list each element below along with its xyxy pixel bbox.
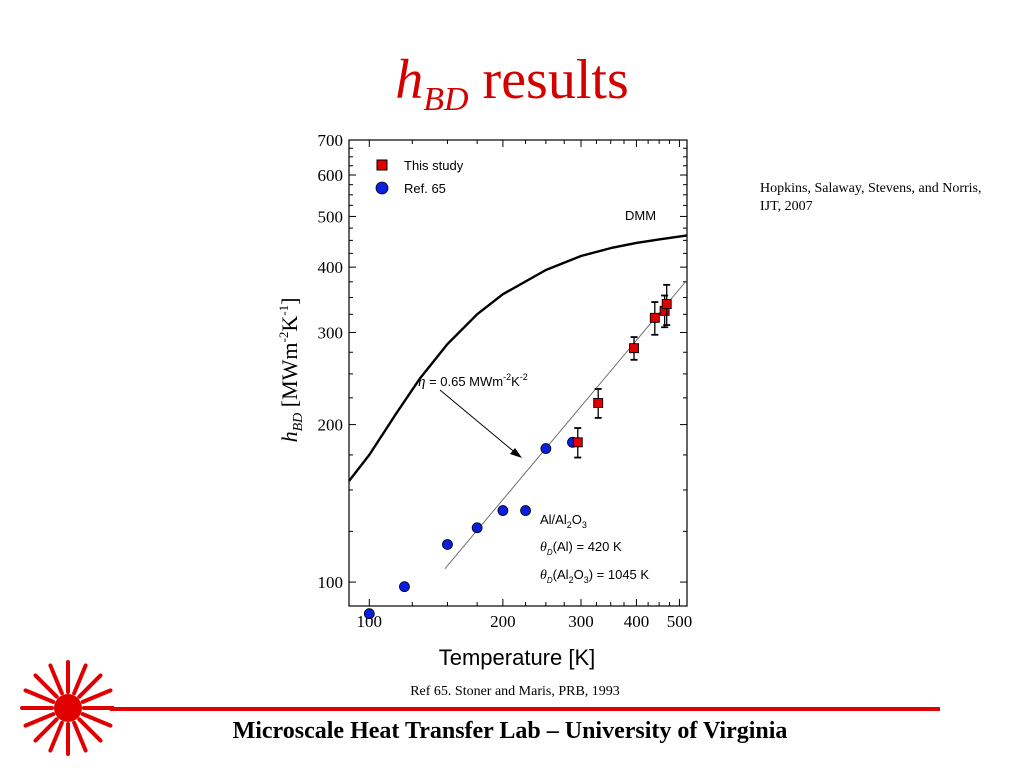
theta2-text-b: O: [574, 567, 584, 582]
data-point-ref-65: [442, 539, 453, 550]
data-point-ref-65: [363, 608, 375, 620]
material-label: Al/Al2O3: [540, 512, 587, 530]
logo-ray: [33, 717, 59, 743]
theta-al-text: (Al) = 420 K: [553, 539, 622, 554]
ylabel-unit: [MWm: [277, 342, 302, 412]
dmm-label: DMM: [625, 208, 656, 223]
ylabel-symbol: h: [277, 431, 302, 442]
data-point-this-study: [593, 397, 604, 408]
material-after: O: [572, 512, 582, 527]
theta-sub: D: [547, 548, 553, 557]
data-point-this-study: [629, 343, 639, 354]
eta-annotation: η = 0.65 MWm-2K-2: [418, 372, 528, 390]
theta2-sub2: 2: [569, 575, 574, 585]
ylabel-exp2: -1: [276, 305, 291, 316]
theta-symbol: θ: [540, 540, 547, 555]
theta-al2o3-label: θD(Al2O3) = 1045 K: [540, 567, 649, 585]
eta-symbol: η: [418, 374, 425, 390]
theta2-sub: D: [547, 576, 553, 585]
footer-divider: [110, 707, 940, 711]
logo-ray: [80, 712, 113, 728]
theta2-symbol: θ: [540, 568, 547, 583]
lab-logo: [20, 660, 114, 756]
y-tick-label: 500: [318, 207, 344, 226]
logo-ray: [77, 673, 103, 699]
logo-ray: [72, 720, 88, 753]
eta-exp2: -2: [520, 372, 528, 382]
y-tick-label: 300: [318, 323, 344, 342]
logo-ray: [23, 688, 56, 704]
logo-ray: [48, 720, 64, 753]
logo-ray: [23, 712, 56, 728]
logo-ray: [33, 673, 59, 699]
theta2-text-a: (Al: [553, 567, 569, 582]
citation-top: Hopkins, Salaway, Stevens, and Norris, I…: [760, 181, 982, 214]
data-point-this-study: [661, 299, 672, 310]
data-point-ref-65: [520, 505, 531, 516]
eta-exp1: -2: [503, 372, 511, 382]
ylabel-close: ]: [277, 298, 302, 305]
curves: [348, 234, 688, 570]
x-tick-label: 500: [667, 612, 693, 631]
dmm-curve: [348, 234, 688, 482]
ylabel-unit2: K: [277, 316, 302, 332]
x-tick-label: 300: [568, 612, 594, 631]
x-axis-label: Temperature [K]: [439, 645, 596, 670]
eta-arrow-line: [439, 389, 519, 456]
theta2-sub3: 3: [584, 575, 589, 585]
eta-unit2: K: [511, 374, 520, 389]
title-subscript: BD: [423, 81, 469, 119]
theta-al-label: θD(Al) = 420 K: [540, 539, 622, 557]
legend: This study Ref. 65: [375, 158, 464, 196]
data-point-this-study: [572, 437, 583, 448]
y-tick-label: 200: [318, 416, 344, 435]
data-point-ref-65: [497, 505, 509, 516]
y-tick-label: 600: [318, 166, 344, 185]
x-tick-label: 100: [357, 612, 383, 631]
data-point-ref-65: [471, 522, 483, 534]
logo-ray: [77, 717, 103, 743]
citation-bottom: Ref 65. Stoner and Maris, PRB, 1993: [410, 684, 620, 699]
data-point-ref-65: [399, 581, 410, 593]
y-tick-label: 100: [318, 573, 344, 592]
x-tick-label: 400: [624, 612, 650, 631]
slide-title: hBD results: [0, 48, 1024, 119]
material-sub: 2: [567, 520, 572, 530]
title-symbol: hBD: [395, 49, 468, 118]
legend-label-this-study: This study: [404, 158, 464, 173]
data-point-ref-65: [540, 443, 552, 454]
y-tick-label: 400: [318, 258, 344, 277]
theta2-text-c: ) = 1045 K: [589, 567, 650, 582]
data-point-this-study: [649, 312, 660, 323]
x-tick-label: 200: [490, 612, 516, 631]
data-marks: [363, 283, 672, 620]
plot-border: [348, 139, 688, 607]
y-tick-label: 700: [318, 131, 344, 150]
title-symbol-letter: h: [395, 49, 424, 111]
material-base: Al/Al: [540, 512, 567, 527]
legend-marker-ref-65: [375, 181, 389, 195]
logo-sun: [54, 694, 82, 722]
plot-frame: [348, 139, 688, 607]
axis-ticks: 100 200 300 400 500 100 200 300 400 500 600 700: [318, 131, 693, 631]
logo-ray: [72, 663, 88, 696]
eta-arrow-head: [510, 448, 522, 458]
footer-text: Microscale Heat Transfer Lab – Universit…: [232, 718, 788, 744]
ylabel-exp1: -2: [276, 332, 291, 343]
eta-text: = 0.65 MWm: [425, 374, 503, 389]
material-sub2: 3: [582, 520, 587, 530]
fit-line: [444, 279, 688, 570]
logo-ray: [80, 688, 113, 704]
logo-ray: [48, 663, 64, 696]
y-axis-label: hBD [MWm-2K-1]: [276, 298, 306, 443]
logo-rays: [20, 660, 114, 756]
legend-label-ref-65: Ref. 65: [404, 181, 446, 196]
ylabel-subscript: BD: [291, 413, 306, 432]
legend-marker-this-study: [376, 159, 388, 171]
title-text: results: [468, 49, 629, 111]
